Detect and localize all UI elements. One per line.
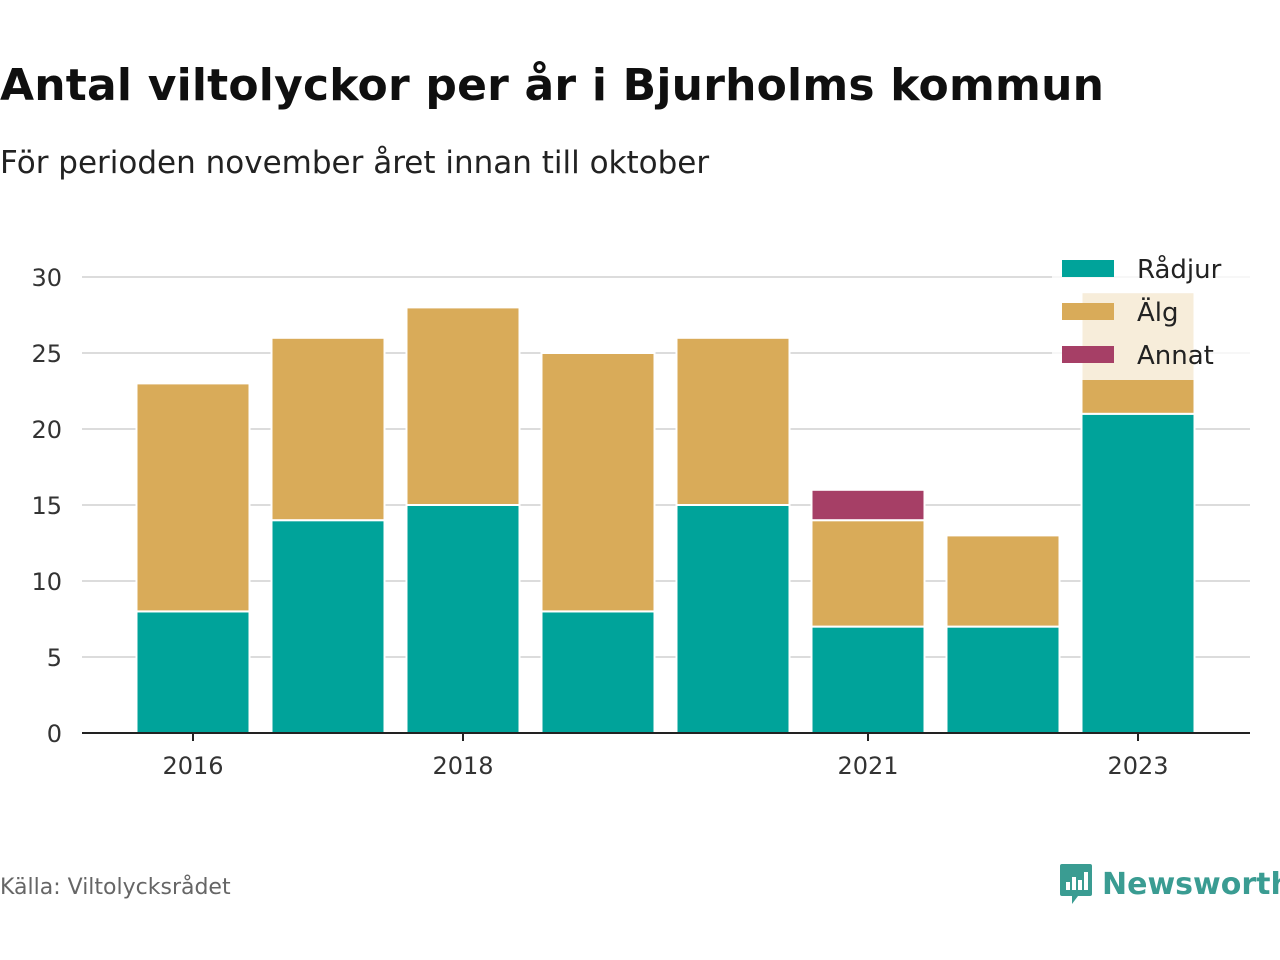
bar-segment [135,382,251,613]
bar-segment [810,519,926,628]
bar-segment [540,352,656,613]
y-tick-label: 10 [31,568,62,596]
y-tick-label: 25 [31,340,62,368]
chart-subtitle: För perioden november året innan till ok… [0,145,710,181]
bar-segment [540,610,656,735]
chart-title: Antal viltolyckor per år i Bjurholms kom… [0,60,1105,111]
brand-logo: Newsworthy [1058,862,1280,906]
newsworthy-logo-icon [1060,864,1092,904]
legend-label: Älg [1137,296,1179,328]
x-tick-label: 2021 [837,752,898,780]
y-tick-label: 0 [47,720,62,748]
x-tick-label: 2023 [1107,752,1168,780]
legend-swatch [1062,346,1114,363]
bar-segment [405,504,521,734]
bar-segment [675,336,791,506]
bar-segment [810,488,926,522]
bar-segment [945,625,1061,734]
x-tick-label: 2016 [162,752,223,780]
x-tick-label: 2018 [432,752,493,780]
legend-label: Rådjur [1137,254,1222,285]
bar-segment [945,534,1061,628]
bar-segment [135,610,251,735]
y-tick-label: 30 [31,264,62,292]
bar-segment [810,625,926,734]
bar-segment [405,306,521,506]
legend-swatch [1062,260,1114,277]
bar-segment [1080,412,1196,734]
y-tick-label: 15 [31,492,62,520]
y-tick-label: 5 [47,644,62,672]
bar-segment [270,336,386,522]
brand-name: Newsworthy [1102,866,1280,902]
source-note: Källa: Viltolycksrådet [0,875,231,900]
bar-segment [270,519,386,735]
legend-swatch [1062,303,1114,320]
bar-segment [675,504,791,734]
legend-label: Annat [1137,341,1214,371]
y-tick-label: 20 [31,416,62,444]
